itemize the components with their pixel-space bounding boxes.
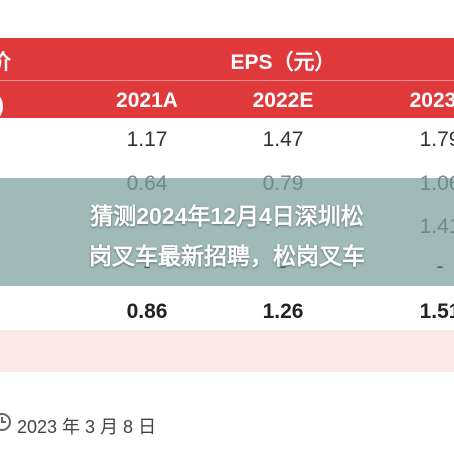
date: 2023 年 3 月 8 日 [17,417,157,437]
header-cell: 2022E [252,89,314,112]
total-row-bg [0,330,454,372]
table-cell: 2.24 [0,128,40,152]
table-cell: 1.26 [262,300,304,323]
banner-bg [0,178,454,286]
banner-text: 岗叉车最新招聘，松岗叉车 [89,243,365,269]
header-cell: 盘价 [0,51,11,74]
table-header-bg [0,38,454,118]
header-cell: 2021A [116,89,178,112]
table-cell: 1.47 [262,128,304,151]
table-cell: 9.17 [0,300,40,324]
header-cell: 元) [0,89,50,119]
table-cell: 0.86 [126,300,168,323]
table-cell: 1.79 [419,128,454,151]
table-cell: 1.17 [126,128,168,151]
banner-text: 猜测2024年12月4日深圳松 [90,203,364,229]
header-divider [0,80,454,81]
clock-icon [0,413,11,431]
header-cell: EPS（元） [230,51,336,74]
table-cell: 1.51 [419,300,454,323]
header-cell: 2023E [409,89,454,112]
